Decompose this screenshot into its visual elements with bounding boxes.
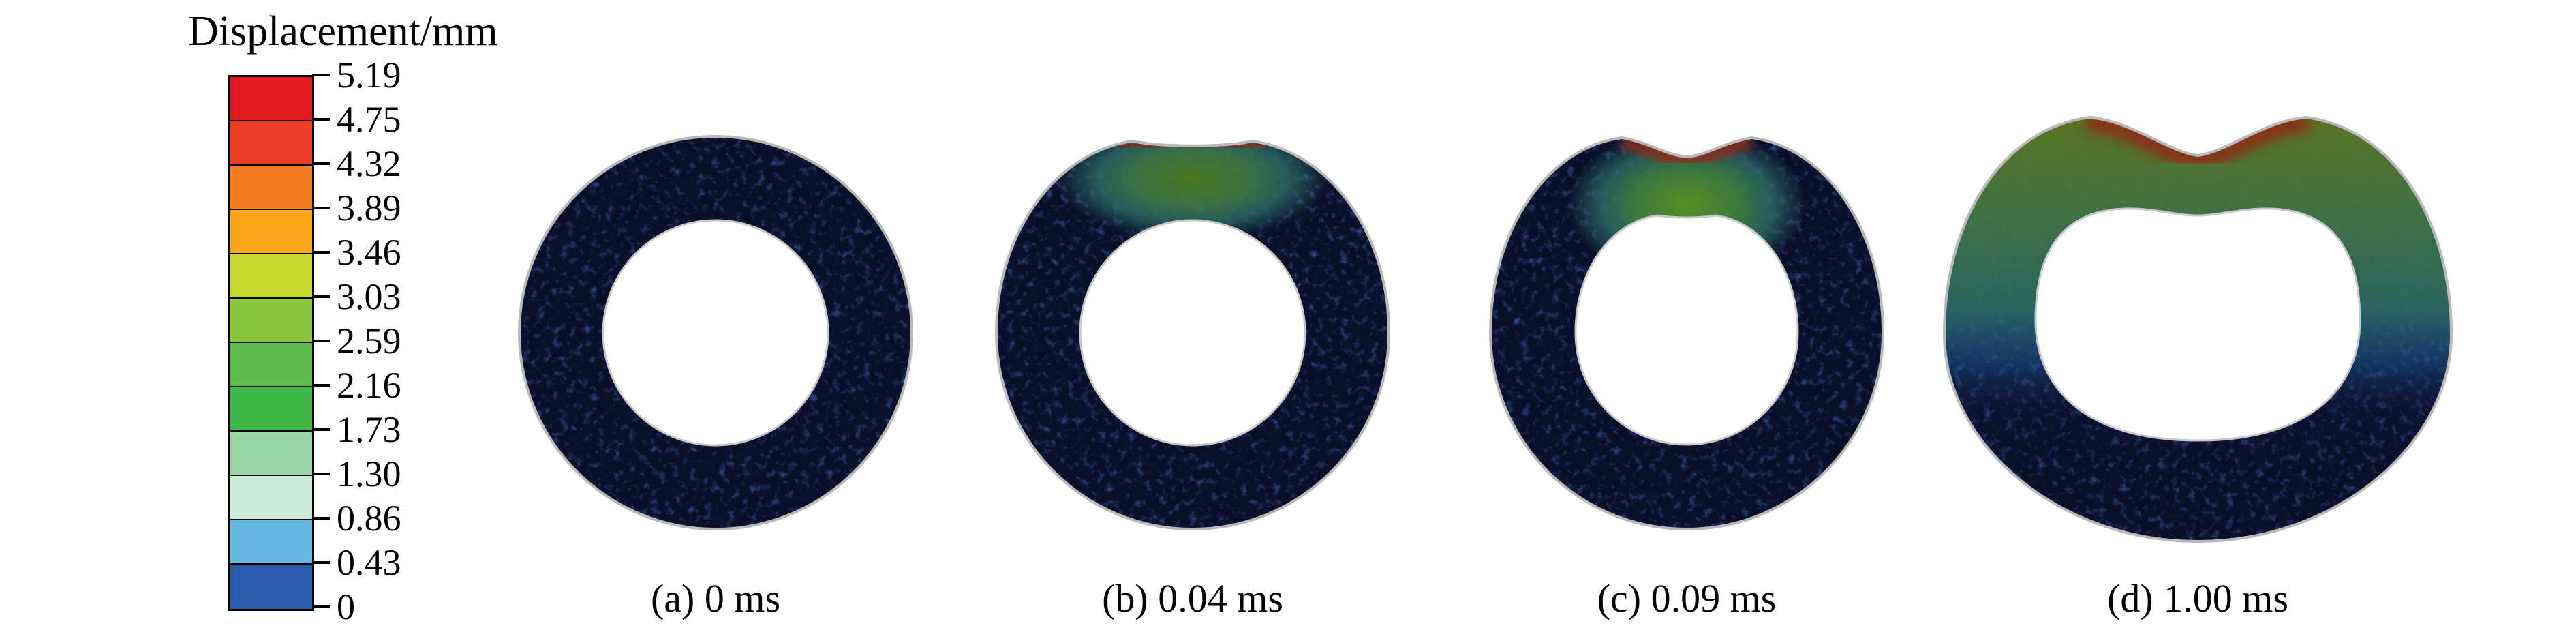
caption-c: (c) 0.09 ms [1597, 576, 1777, 620]
ring-d-texture [1944, 117, 2451, 541]
tick-label: 3.03 [337, 276, 401, 317]
ring-c-inner-outline [1574, 214, 1799, 446]
colorbar-segment [230, 565, 312, 609]
colorbar-segment [230, 166, 312, 210]
ring-c-outer-outline [1488, 136, 1885, 531]
ring-c-max-displacement-band [1621, 138, 1753, 168]
ring-b-outer-outline [994, 139, 1391, 531]
ring-d-outer-outline [1942, 115, 2453, 543]
ring-a [517, 135, 914, 530]
ring-d [1942, 115, 2453, 543]
caption-b: (b) 0.04 ms [1102, 576, 1283, 620]
tick-mark [312, 561, 330, 564]
tick-mark [312, 428, 330, 431]
tick-label: 5.19 [337, 55, 401, 95]
colorbar-segment [230, 476, 312, 520]
tick-label: 0.43 [337, 542, 401, 583]
tick-mark [312, 384, 330, 387]
ring-b-texture [996, 141, 1389, 529]
legend-title: Displacement/mm [188, 8, 498, 55]
tick-mark [312, 340, 330, 342]
colorbar-segment [230, 299, 312, 343]
tick-mark [312, 605, 330, 608]
ring-a-inner-outline [602, 219, 829, 447]
tick-label: 1.30 [337, 453, 401, 494]
colorbar-segment [230, 520, 312, 565]
tick-label: 4.75 [337, 99, 401, 140]
colorbar-segment [230, 121, 312, 166]
ring-b-inner-outline [1079, 219, 1306, 447]
tick-mark [312, 517, 330, 520]
ring-b [994, 139, 1391, 531]
tick-label: 2.59 [337, 320, 401, 361]
tick-mark [312, 295, 330, 298]
ring-a-texture [519, 136, 912, 529]
colorbar-segment [230, 254, 312, 299]
colorbar-segment [230, 77, 312, 121]
colorbar-segment [230, 432, 312, 476]
ring-c-impact-zone [1567, 138, 1806, 283]
tick-label: 4.32 [337, 143, 401, 184]
tick-label: 3.89 [337, 188, 401, 228]
colorbar-segment [230, 387, 312, 432]
ring-d-max-displacement-band [2085, 117, 2311, 169]
tick-label: 2.16 [337, 365, 401, 406]
ring-c [1488, 136, 1885, 531]
tick-mark [312, 74, 330, 76]
tick-mark [312, 118, 330, 121]
tick-label: 0.86 [337, 498, 401, 539]
ring-d-inner-outline [2034, 207, 2361, 442]
tick-label: 0 [337, 586, 355, 627]
tick-mark [312, 207, 330, 209]
ring-b-impact-zone [1056, 141, 1329, 241]
tick-mark [312, 473, 330, 475]
tick-label: 1.73 [337, 409, 401, 450]
ring-a-outer-outline [517, 135, 914, 530]
tick-mark [312, 162, 330, 165]
caption-d: (d) 1.00 ms [2107, 576, 2288, 620]
tick-mark [312, 251, 330, 254]
colorbar [228, 75, 314, 611]
caption-a: (a) 0 ms [650, 576, 781, 620]
colorbar-segment [230, 343, 312, 387]
colorbar-segment [230, 210, 312, 254]
tick-label: 3.46 [337, 232, 401, 273]
